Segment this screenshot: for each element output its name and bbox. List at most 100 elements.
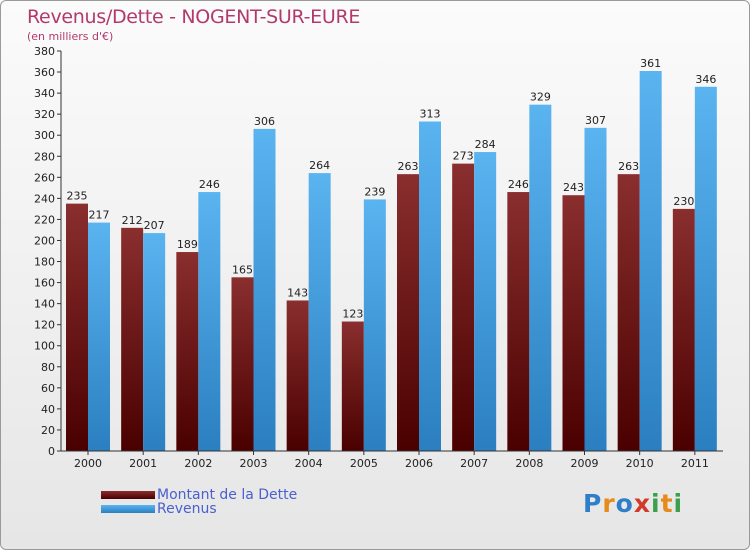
x-tick-label: 2004 [295,457,323,470]
x-tick-label: 2010 [626,457,654,470]
y-tick-label: 340 [34,87,55,100]
data-label: 246 [199,178,220,191]
bar-dette [341,321,364,451]
bar-dette [121,227,144,451]
bar-dette [66,203,88,451]
y-tick-label: 180 [34,256,55,269]
bar-revenus [639,71,662,451]
data-label: 273 [453,150,474,163]
logo-letter: i [651,489,661,518]
logo-letter: i [673,489,684,518]
data-label: 165 [232,263,253,276]
data-label: 361 [640,57,661,70]
bar-dette [286,300,309,451]
bar-revenus [363,199,386,451]
data-label: 264 [309,159,330,172]
legend-label-revenus: Revenus [157,501,217,517]
legend-label-debt: Montant de la Dette [157,487,298,503]
bar-dette [617,174,640,451]
y-tick-label: 360 [34,66,55,79]
y-tick-label: 240 [34,192,55,205]
y-tick-label: 20 [41,424,55,437]
y-tick-label: 320 [34,108,55,121]
x-axis: 2000 2001 2002 2003 2004 2005 2006 2007 2008 2009… [61,450,723,470]
proxiti-logo: Proxiti [583,489,683,518]
y-tick-label: 260 [34,171,55,184]
chart-subtitle: (en milliers d'€) [27,30,114,43]
bar-revenus [253,128,276,451]
bar-dette [452,163,475,451]
y-tick-label: 60 [41,382,55,395]
x-tick-label: 2000 [74,457,102,470]
data-label: 243 [563,181,584,194]
data-label: 246 [508,178,529,191]
legend-swatch-debt [101,491,155,499]
data-label: 123 [342,308,363,321]
bar-revenus [143,233,166,451]
y-tick-label: 220 [34,213,55,226]
data-label: 263 [398,160,419,173]
y-tick-label: 300 [34,129,55,142]
logo-letter: t [660,489,674,518]
bar-dette [507,192,530,452]
data-label: 143 [287,286,308,299]
data-label: 263 [618,160,639,173]
bar-revenus [474,152,497,452]
y-axis: 0 20 40 60 80 100 120 140 160 180 200 220 240 260 280 3… [34,45,62,458]
logo-letter: o [615,489,634,518]
y-tick-label: 120 [34,319,55,332]
data-label: 307 [585,114,606,127]
y-tick-label: 160 [34,277,55,290]
x-tick-label: 2003 [240,457,268,470]
x-tick-label: 2008 [515,457,543,470]
data-label: 212 [122,214,143,227]
y-tick-label: 200 [34,234,55,247]
x-tick-label: 2009 [571,457,599,470]
logo-letter: x [633,489,651,518]
legend-item-revenus: Revenus [101,501,217,517]
data-label: 313 [420,108,441,121]
x-tick-label: 2001 [129,457,157,470]
data-label: 239 [364,185,385,198]
data-label: 189 [177,238,198,251]
y-tick-label: 140 [34,298,55,311]
bar-revenus [308,173,331,451]
data-label: 217 [89,209,110,222]
x-tick-label: 2005 [350,457,378,470]
logo-letter: r [602,489,616,518]
data-label: 284 [475,138,496,151]
y-tick-label: 100 [34,340,55,353]
bar-dette [231,277,254,451]
bar-revenus [198,192,221,452]
y-tick-label: 80 [41,361,55,374]
y-tick-label: 280 [34,150,55,163]
bar-revenus [584,127,607,451]
data-label: 346 [695,73,716,86]
bar-revenus [88,222,110,451]
data-label: 306 [254,115,275,128]
bar-revenus [419,121,441,452]
data-label: 230 [673,195,694,208]
data-label: 329 [530,91,551,104]
x-tick-label: 2006 [405,457,433,470]
data-label: 207 [144,219,165,232]
x-tick-label: 2011 [681,457,709,470]
logo-letter: P [583,489,603,518]
legend-item-debt: Montant de la Dette [101,487,297,503]
y-tick-label: 40 [41,403,55,416]
y-tick-label: 0 [48,445,55,458]
x-tick-label: 2007 [460,457,488,470]
bar-dette [397,174,419,451]
bar-dette [562,195,585,451]
x-tick-label: 2002 [184,457,212,470]
legend-swatch-revenus [101,505,155,513]
bar-revenus [529,104,552,452]
y-tick-label: 380 [34,45,55,58]
bar-dette [176,252,199,451]
chart-title: Revenus/Dette - NOGENT-SUR-EURE [27,6,361,28]
bar-revenus [694,86,717,451]
bar-dette [672,208,695,451]
